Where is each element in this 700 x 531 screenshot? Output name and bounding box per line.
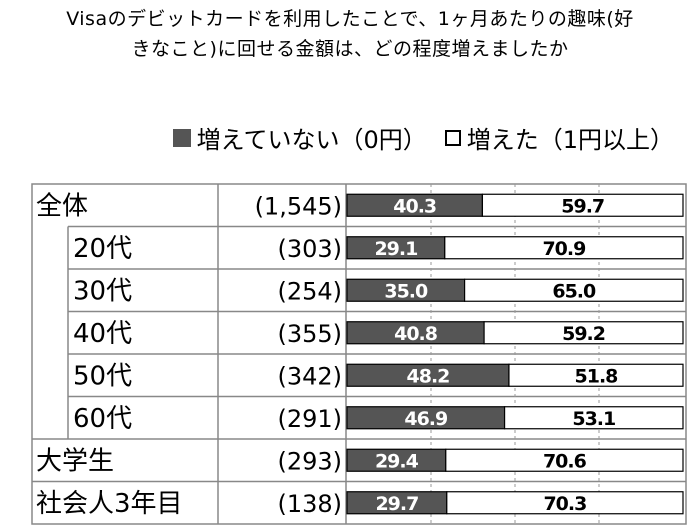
legend-swatch-not-increased [172, 128, 191, 147]
value-label-not-increased: 46.9 [404, 408, 447, 430]
value-label-increased: 70.3 [543, 493, 586, 515]
sample-size-label: (293) [277, 447, 342, 475]
bar-increased [446, 491, 684, 515]
value-label-increased: 51.8 [575, 365, 619, 387]
legend-label-increased: 増えた（1円以上） [466, 126, 674, 154]
value-label-increased: 70.6 [543, 450, 587, 472]
category-label: 社会人3年目 [36, 489, 183, 519]
category-label: 50代 [73, 361, 132, 391]
chart-title-line-2: きなこと)に回せる金額は、どの程度増えましたか [131, 38, 569, 60]
value-label-increased: 53.1 [572, 408, 615, 430]
bar-increased [464, 278, 684, 302]
value-label-increased: 65.0 [552, 280, 596, 302]
category-label: 全体 [36, 191, 88, 221]
legend-swatch-increased [444, 129, 461, 146]
sample-size-label: (303) [277, 235, 342, 263]
bar-increased [481, 193, 684, 217]
value-label-not-increased: 40.8 [394, 323, 438, 345]
bar-increased [503, 406, 684, 430]
sample-size-label: (138) [277, 490, 342, 518]
sample-size-label: (291) [277, 405, 342, 433]
category-label: 40代 [73, 319, 132, 349]
value-label-not-increased: 29.1 [374, 238, 417, 260]
bar-increased [508, 363, 684, 387]
sample-size-label: (342) [277, 362, 342, 390]
value-label-not-increased: 40.3 [393, 195, 436, 217]
chart-title: Visaのデビットカードを利用したことで、1ヶ月あたりの趣味(好 きなこと)に回… [0, 4, 700, 64]
bar-increased [483, 321, 684, 345]
sample-size-label: (1,545) [255, 192, 342, 220]
value-label-increased: 59.2 [562, 323, 605, 345]
bar-increased [444, 236, 684, 260]
category-label: 60代 [73, 404, 132, 434]
legend: 増えていない（0円） 増えた（1円以上） [172, 120, 674, 155]
category-label: 大学生 [36, 446, 114, 476]
value-label-increased: 59.7 [561, 195, 604, 217]
value-label-not-increased: 48.2 [407, 365, 450, 387]
sample-size-label: (254) [277, 277, 342, 305]
value-label-not-increased: 29.4 [375, 450, 419, 472]
value-label-increased: 70.9 [542, 238, 585, 260]
category-label: 30代 [73, 276, 132, 306]
sample-size-label: (355) [277, 320, 342, 348]
bar-increased [445, 448, 684, 472]
value-label-not-increased: 35.0 [384, 280, 428, 302]
category-label: 20代 [73, 234, 132, 264]
chart-title-line-1: Visaのデビットカードを利用したことで、1ヶ月あたりの趣味(好 [66, 8, 634, 30]
value-label-not-increased: 29.7 [375, 493, 418, 515]
legend-label-not-increased: 増えていない（0円） [196, 126, 427, 154]
